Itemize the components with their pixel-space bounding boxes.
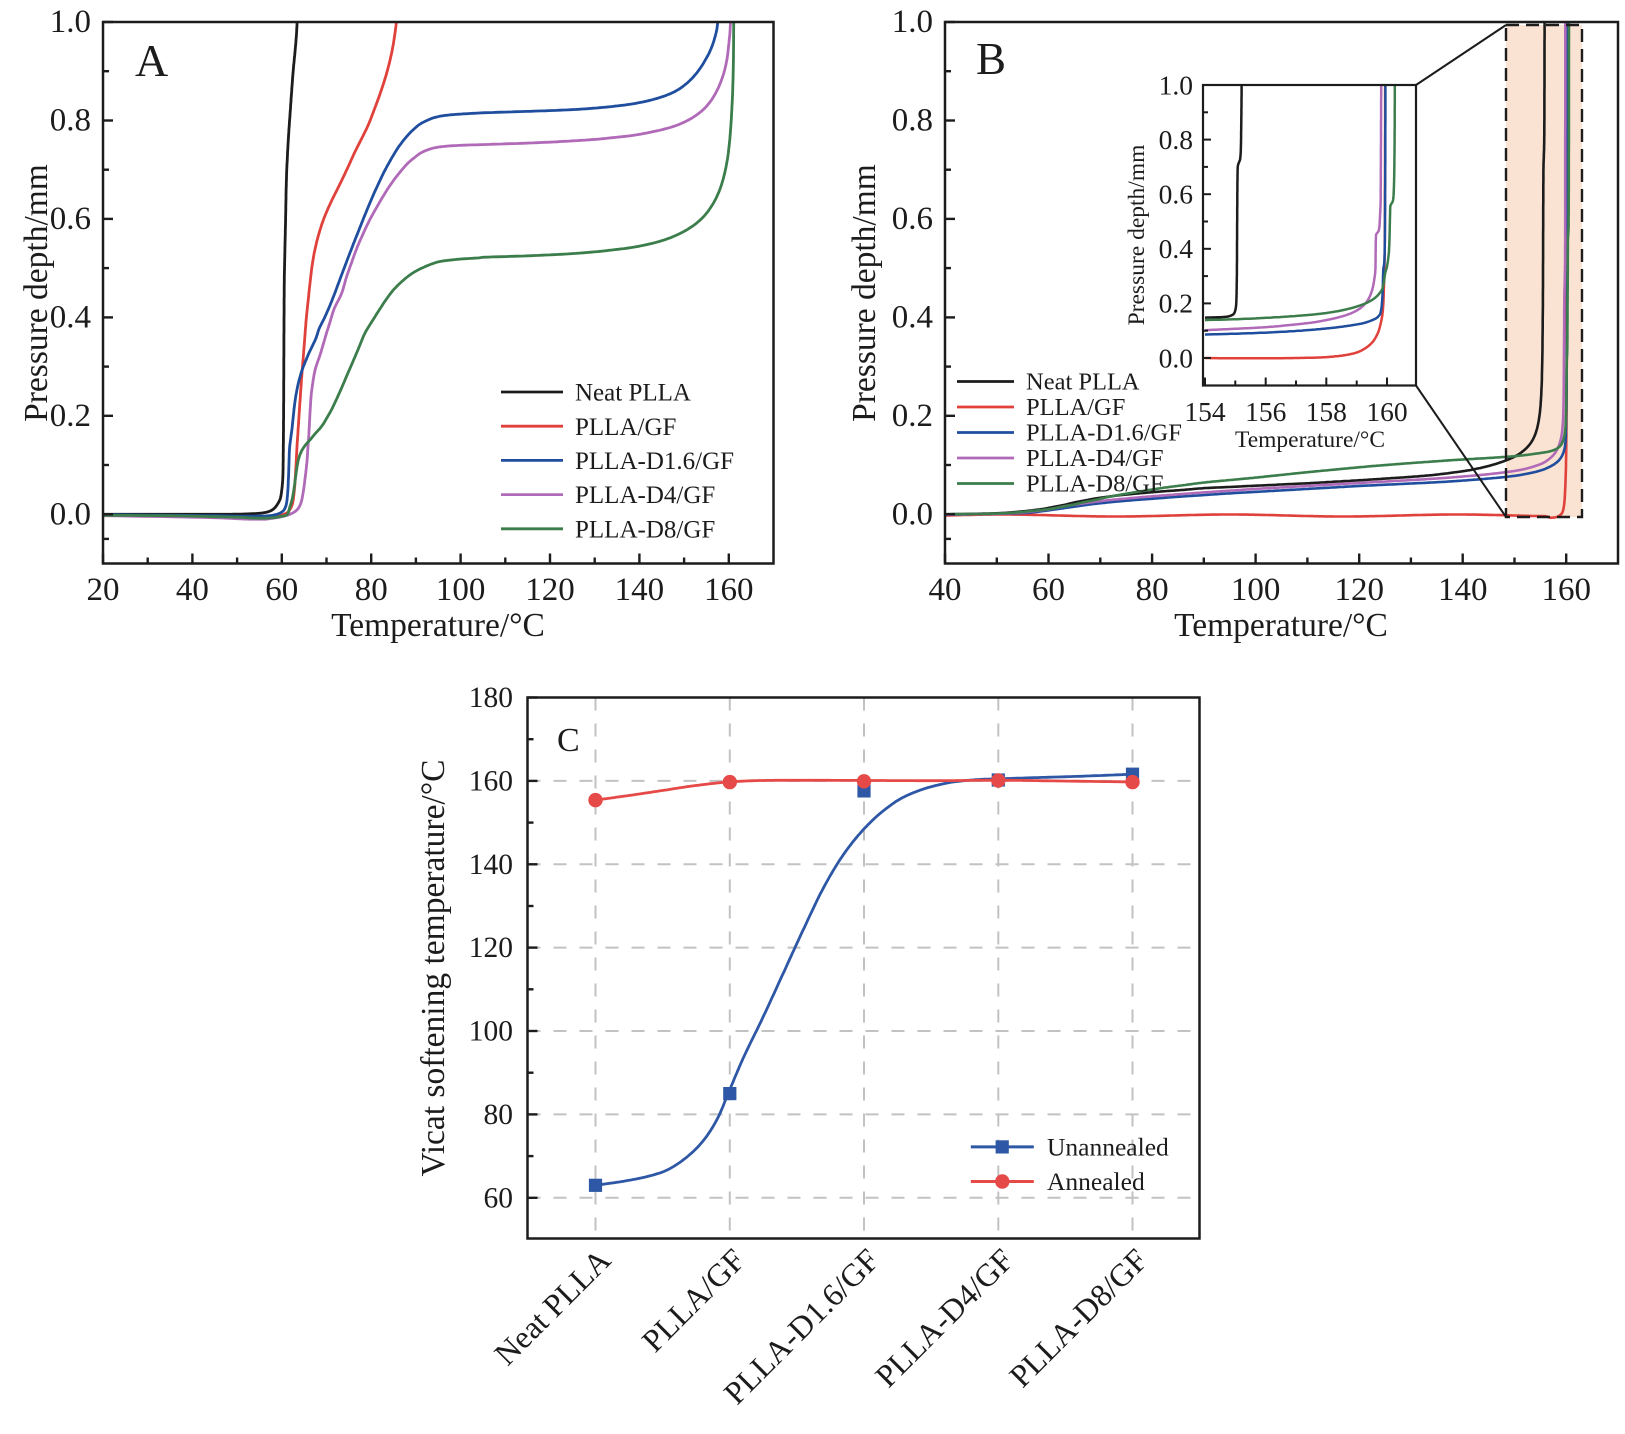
svg-text:Vicat softening temperature/°C: Vicat softening temperature/°C	[415, 760, 452, 1177]
svg-text:120: 120	[469, 932, 513, 964]
svg-text:156: 156	[1245, 396, 1286, 427]
svg-text:60: 60	[265, 572, 298, 608]
svg-text:100: 100	[469, 1016, 513, 1048]
svg-text:1.0: 1.0	[1159, 69, 1193, 100]
svg-text:Annealed: Annealed	[1047, 1167, 1145, 1196]
svg-text:Temperature/°C: Temperature/°C	[1235, 427, 1385, 453]
svg-text:60: 60	[484, 1182, 514, 1214]
svg-text:140: 140	[469, 849, 513, 881]
svg-text:PLLA-D4/GF: PLLA-D4/GF	[1026, 445, 1163, 472]
svg-text:PLLA-D8/GF: PLLA-D8/GF	[575, 516, 715, 543]
svg-text:0.0: 0.0	[1159, 342, 1193, 373]
svg-text:PLLA/GF: PLLA/GF	[575, 414, 676, 441]
svg-text:PLLA/GF: PLLA/GF	[1026, 394, 1125, 421]
svg-text:60: 60	[1032, 572, 1065, 608]
svg-text:120: 120	[1334, 572, 1384, 608]
svg-text:180: 180	[469, 682, 513, 714]
svg-text:160: 160	[1366, 396, 1407, 427]
svg-text:0.6: 0.6	[50, 201, 91, 237]
svg-text:160: 160	[1541, 572, 1591, 608]
svg-text:Temperature/°C: Temperature/°C	[331, 607, 545, 644]
svg-text:158: 158	[1306, 396, 1347, 427]
svg-text:120: 120	[525, 572, 575, 608]
svg-text:C: C	[557, 722, 580, 759]
svg-text:20: 20	[87, 572, 120, 608]
svg-text:PLLA-D1.6/GF: PLLA-D1.6/GF	[575, 448, 734, 475]
svg-text:140: 140	[1438, 572, 1488, 608]
svg-text:140: 140	[615, 572, 665, 608]
svg-text:0.4: 0.4	[892, 300, 933, 336]
svg-text:0.6: 0.6	[1159, 179, 1193, 210]
svg-text:0.4: 0.4	[1159, 233, 1194, 264]
svg-text:80: 80	[1136, 572, 1169, 608]
svg-text:PLLA-D8/GF: PLLA-D8/GF	[1026, 471, 1163, 498]
svg-text:Pressure depth/mm: Pressure depth/mm	[846, 164, 883, 422]
svg-text:1.0: 1.0	[892, 4, 933, 40]
svg-text:160: 160	[469, 765, 513, 797]
svg-text:80: 80	[484, 1099, 514, 1131]
svg-text:160: 160	[704, 572, 754, 608]
svg-text:40: 40	[176, 572, 209, 608]
svg-text:0.8: 0.8	[50, 103, 91, 139]
svg-text:40: 40	[929, 572, 962, 608]
svg-text:B: B	[976, 34, 1006, 84]
svg-text:0.0: 0.0	[50, 497, 91, 533]
svg-text:0.6: 0.6	[892, 201, 933, 237]
svg-text:154: 154	[1184, 396, 1226, 427]
svg-text:0.2: 0.2	[50, 398, 91, 434]
svg-text:0.0: 0.0	[892, 497, 933, 533]
svg-text:0.4: 0.4	[50, 300, 91, 336]
svg-text:Temperature/°C: Temperature/°C	[1174, 607, 1388, 644]
svg-text:A: A	[135, 35, 168, 86]
svg-text:PLLA-D1.6/GF: PLLA-D1.6/GF	[1026, 420, 1182, 447]
svg-text:1.0: 1.0	[50, 4, 91, 40]
svg-text:PLLA-D4/GF: PLLA-D4/GF	[575, 482, 715, 509]
svg-text:Unannealed: Unannealed	[1047, 1133, 1169, 1162]
svg-text:Pressure depth/mm: Pressure depth/mm	[18, 164, 55, 422]
svg-text:80: 80	[355, 572, 388, 608]
svg-text:0.8: 0.8	[892, 103, 933, 139]
svg-text:100: 100	[436, 572, 486, 608]
svg-text:100: 100	[1231, 572, 1281, 608]
svg-text:Pressure depth/mm: Pressure depth/mm	[1124, 145, 1150, 326]
svg-text:0.2: 0.2	[892, 398, 933, 434]
svg-text:Neat PLLA: Neat PLLA	[575, 380, 691, 407]
svg-text:0.2: 0.2	[1159, 288, 1193, 319]
svg-text:0.8: 0.8	[1159, 124, 1193, 155]
svg-text:Neat PLLA: Neat PLLA	[1026, 369, 1140, 396]
